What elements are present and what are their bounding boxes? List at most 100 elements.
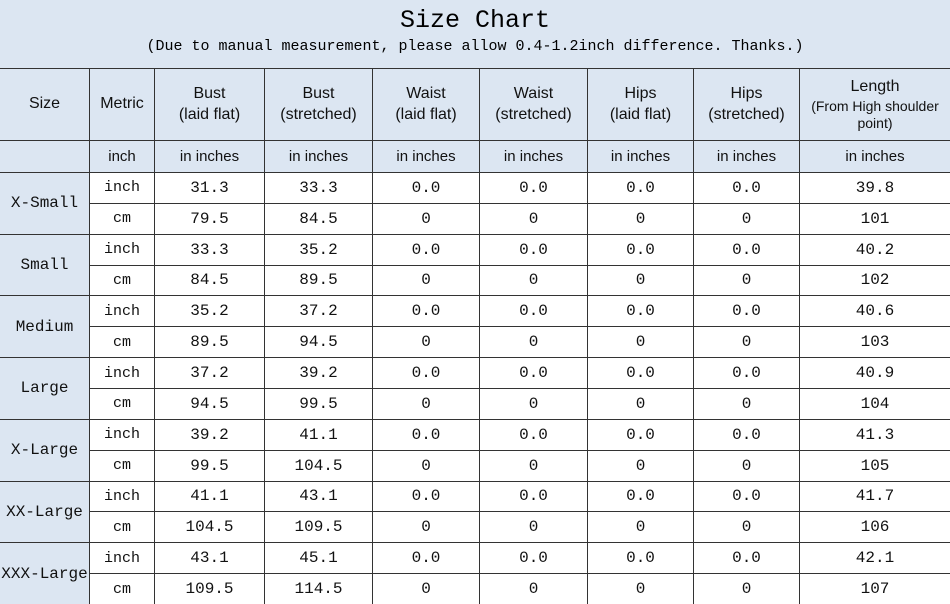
measurement: 37.2 bbox=[155, 358, 264, 388]
unit-label: in inches bbox=[588, 141, 693, 172]
measurement: 0.0 bbox=[694, 543, 799, 574]
measurement: 0 bbox=[373, 265, 479, 296]
column-header: Hips (laid flat) bbox=[588, 69, 693, 140]
measurement: 33.3 bbox=[265, 173, 372, 203]
measurement: 0 bbox=[480, 327, 587, 358]
measurement: 0 bbox=[694, 389, 799, 419]
metric-label: inch bbox=[90, 543, 154, 574]
column-header: Length (From High shoulder point) bbox=[800, 69, 950, 140]
measurement: 0 bbox=[480, 265, 587, 296]
column-note: (laid flat) bbox=[609, 105, 672, 123]
measurement: 109.5 bbox=[155, 574, 264, 604]
size-table: Size Metric Bust (laid flat) Bust (stretched)… bbox=[0, 68, 950, 604]
measurement: 40.2 bbox=[800, 234, 950, 265]
column-name: Waist bbox=[513, 84, 554, 102]
measurement: 0 bbox=[480, 389, 587, 419]
measurement: 84.5 bbox=[265, 203, 372, 234]
measurement: 114.5 bbox=[265, 574, 372, 604]
column-header: Bust (stretched) bbox=[265, 69, 372, 140]
measurement: 0 bbox=[373, 574, 479, 604]
measurement: 0.0 bbox=[480, 296, 587, 327]
column-header: Hips (stretched) bbox=[694, 69, 799, 140]
unit-label: in inches bbox=[480, 141, 587, 172]
measurement: 0.0 bbox=[588, 419, 693, 450]
metric-label: inch bbox=[90, 481, 154, 512]
unit-label: in inches bbox=[694, 141, 799, 172]
measurement: 0 bbox=[588, 512, 693, 543]
unit-label: in inches bbox=[155, 141, 264, 172]
measurement: 0 bbox=[588, 574, 693, 604]
measurement: 0.0 bbox=[480, 543, 587, 574]
metric-label: inch bbox=[90, 173, 154, 203]
metric-label: cm bbox=[90, 512, 154, 543]
measurement: 0.0 bbox=[373, 358, 479, 388]
measurement: 0.0 bbox=[588, 296, 693, 327]
measurement: 0 bbox=[480, 203, 587, 234]
column-note: (stretched) bbox=[708, 105, 785, 123]
unit-label: in inches bbox=[800, 141, 950, 172]
column-note: (laid flat) bbox=[178, 105, 241, 123]
column-name: Bust bbox=[302, 84, 335, 102]
size-label: Large bbox=[0, 358, 89, 419]
measurement: 79.5 bbox=[155, 203, 264, 234]
measurement: 0.0 bbox=[480, 419, 587, 450]
measurement: 40.6 bbox=[800, 296, 950, 327]
column-name: Hips bbox=[730, 84, 763, 102]
measurement: 0 bbox=[480, 574, 587, 604]
measurement: 41.1 bbox=[155, 481, 264, 512]
measurement: 89.5 bbox=[265, 265, 372, 296]
metric-label: cm bbox=[90, 265, 154, 296]
measurement: 0.0 bbox=[694, 296, 799, 327]
measurement: 0 bbox=[373, 450, 479, 481]
unit-label: in inches bbox=[265, 141, 372, 172]
measurement: 0.0 bbox=[694, 481, 799, 512]
metric-label: inch bbox=[90, 419, 154, 450]
measurement: 0 bbox=[373, 203, 479, 234]
measurement: 0.0 bbox=[694, 173, 799, 203]
metric-label: cm bbox=[90, 450, 154, 481]
measurement: 0.0 bbox=[373, 234, 479, 265]
column-name: Metric bbox=[100, 95, 144, 113]
measurement: 41.7 bbox=[800, 481, 950, 512]
header: Size Chart (Due to manual measurement, p… bbox=[0, 0, 950, 68]
measurement: 104.5 bbox=[155, 512, 264, 543]
size-label: Small bbox=[0, 234, 89, 296]
measurement: 0 bbox=[588, 265, 693, 296]
column-name: Hips bbox=[624, 84, 657, 102]
measurement: 99.5 bbox=[155, 450, 264, 481]
measurement: 103 bbox=[800, 327, 950, 358]
metric-label: cm bbox=[90, 389, 154, 419]
column-name: Size bbox=[28, 95, 61, 113]
measurement: 42.1 bbox=[800, 543, 950, 574]
measurement: 0 bbox=[694, 512, 799, 543]
measurement: 33.3 bbox=[155, 234, 264, 265]
measurement: 40.9 bbox=[800, 358, 950, 388]
measurement: 0.0 bbox=[694, 234, 799, 265]
measurement: 0.0 bbox=[373, 543, 479, 574]
measurement: 0.0 bbox=[373, 173, 479, 203]
measurement: 0 bbox=[588, 450, 693, 481]
column-note: (From High shoulder point) bbox=[811, 98, 939, 131]
measurement: 105 bbox=[800, 450, 950, 481]
measurement: 102 bbox=[800, 265, 950, 296]
measurement: 94.5 bbox=[155, 389, 264, 419]
measurement: 109.5 bbox=[265, 512, 372, 543]
measurement: 0.0 bbox=[373, 419, 479, 450]
measurement: 35.2 bbox=[265, 234, 372, 265]
column-note: (laid flat) bbox=[395, 105, 457, 123]
measurement: 0 bbox=[480, 450, 587, 481]
measurement: 0.0 bbox=[588, 481, 693, 512]
measurement: 0.0 bbox=[373, 296, 479, 327]
measurement: 0 bbox=[373, 389, 479, 419]
column-note: (stretched) bbox=[495, 105, 572, 123]
column-header: Size bbox=[0, 69, 89, 140]
measurement: 0.0 bbox=[480, 173, 587, 203]
measurement: 0 bbox=[588, 327, 693, 358]
measurement: 0.0 bbox=[588, 173, 693, 203]
measurement: 43.1 bbox=[265, 481, 372, 512]
measurement: 35.2 bbox=[155, 296, 264, 327]
measurement: 107 bbox=[800, 574, 950, 604]
measurement: 0.0 bbox=[588, 543, 693, 574]
title: Size Chart bbox=[399, 6, 551, 35]
